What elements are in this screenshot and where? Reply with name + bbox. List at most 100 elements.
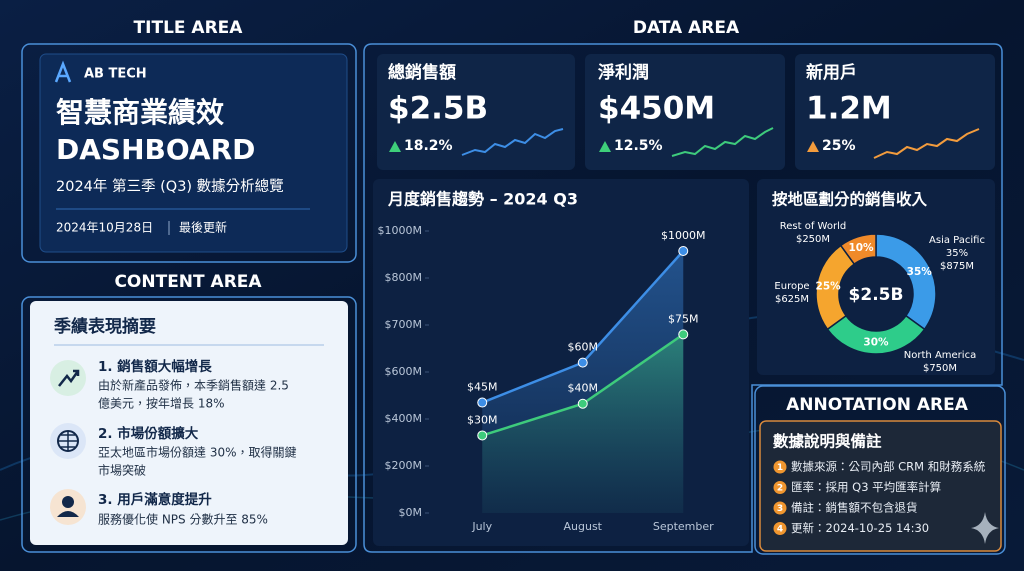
subtitle: 2024年 第三季 (Q3) 數據分析總覽 xyxy=(56,177,284,195)
item-title: 2. 市場份額擴大 xyxy=(98,425,199,442)
number: 3 xyxy=(777,504,783,514)
line-chart: $0M $200M $400M $600M $700M $800M $1000M July Au… xyxy=(378,224,715,533)
section-heading: TITLE AREA xyxy=(134,18,244,38)
logo xyxy=(54,60,72,83)
item-title: 1. 銷售額大幅增長 xyxy=(98,358,212,375)
up-arrow xyxy=(807,141,819,152)
annotation-list: 1 數據來源：公司內部 CRM 和財務系統 2 匯率：採用 Q3 平均匯率計算 3 備註：… xyxy=(773,460,986,535)
callout-label: Rest of World xyxy=(780,221,846,232)
y-tick-label: $700M xyxy=(385,318,423,331)
y-tick-label: $800M xyxy=(385,271,423,284)
title: DASHBOARD xyxy=(56,133,255,166)
point xyxy=(477,430,488,441)
number: 4 xyxy=(777,525,783,535)
callout-label: $625M xyxy=(775,294,809,305)
item-text: 亞太地區市場份額達 30%，取得關鍵 xyxy=(98,445,297,460)
annotation-text: 匯率：採用 Q3 平均匯率計算 xyxy=(791,480,941,494)
chart-title: 按地區劃分的銷售收入 xyxy=(772,190,928,209)
segment-label: 35% xyxy=(907,266,933,278)
section-heading: ANNOTATION AREA xyxy=(786,395,969,415)
up-arrow xyxy=(389,141,401,152)
point-label: $75M xyxy=(668,312,699,325)
donut-chart: 35% 30% 25% 10% $2.5B Asia Pacific 35% $875M Nor… xyxy=(774,221,985,374)
number-badge xyxy=(773,460,787,474)
sparkline xyxy=(671,127,774,157)
callout-label: $875M xyxy=(940,261,974,272)
sparkle xyxy=(971,512,999,544)
data-frame xyxy=(363,43,1003,553)
kpi-change: 25% xyxy=(822,138,856,154)
point-label: $1000M xyxy=(661,229,705,242)
callout-label: $250M xyxy=(796,234,830,245)
annotation-text: 數據來源：公司內部 CRM 和財務系統 xyxy=(791,460,986,474)
center-label: $2.5B xyxy=(849,285,904,305)
section-heading: DATA AREA xyxy=(633,18,740,38)
y-tick-label: $0M xyxy=(399,506,423,519)
point xyxy=(678,329,689,340)
sparkline xyxy=(873,128,980,159)
title-panel xyxy=(39,53,348,253)
icon-user xyxy=(57,511,79,517)
x-tick-label: August xyxy=(564,520,603,533)
point xyxy=(577,398,588,409)
segment-label: 30% xyxy=(863,337,889,349)
icon-globe xyxy=(58,431,78,451)
sparkline xyxy=(461,128,564,156)
number: 1 xyxy=(777,463,783,473)
kpi-change: 12.5% xyxy=(614,138,663,154)
point-label: $45M xyxy=(467,381,498,394)
item-text: 服務優化使 NPS 分數升至 85% xyxy=(98,512,268,527)
up-arrow xyxy=(599,141,611,152)
item-title: 3. 用戶滿意度提升 xyxy=(98,491,212,508)
icon-growth xyxy=(58,369,80,387)
annotation-panel xyxy=(759,420,1002,552)
number-badge xyxy=(773,501,787,515)
summary-title: 季績表現摘要 xyxy=(54,316,156,337)
date: 2024年10月28日 xyxy=(56,221,153,235)
kpi-label: 總銷售額 xyxy=(388,62,456,83)
donut-segment xyxy=(839,233,877,266)
point xyxy=(678,245,689,256)
kpi-label: 淨利潤 xyxy=(598,62,649,83)
item-text: 由於新產品發佈，本季銷售額達 2.5 xyxy=(98,378,289,393)
annotation-title: 數據說明與備註 xyxy=(772,432,882,451)
y-tick-label: $1000M xyxy=(378,224,422,237)
title-frame xyxy=(21,43,357,263)
number-badge xyxy=(773,481,787,494)
update-label: 最後更新 xyxy=(179,220,227,235)
segment-label: 25% xyxy=(816,280,842,292)
kpi-card xyxy=(377,54,575,170)
kpi-value: $450M xyxy=(598,91,715,127)
chart-title: 月度銷售趨勢 – 2024 Q3 xyxy=(387,190,578,209)
x-tick-label: September xyxy=(653,520,714,533)
section-heading: CONTENT AREA xyxy=(114,272,262,292)
content-panel xyxy=(30,301,348,545)
callout-label: Asia Pacific xyxy=(929,235,985,246)
point-label: $40M xyxy=(568,382,599,395)
kpi-value: 1.2M xyxy=(806,91,892,127)
brand: AB TECH xyxy=(84,67,147,82)
x-tick-label: July xyxy=(471,520,492,533)
pie-chart-panel xyxy=(757,179,995,375)
item-text: 市場突破 xyxy=(98,463,146,478)
annotation-text: 更新：2024-10-25 14:30 xyxy=(791,521,929,535)
kpi-label: 新用戶 xyxy=(806,62,857,83)
y-tick-label: $200M xyxy=(385,459,423,472)
annotation-frame xyxy=(754,385,1006,555)
callout-label: North America xyxy=(904,350,976,361)
area xyxy=(482,334,684,513)
point-label: $30M xyxy=(467,413,498,426)
point-label: $60M xyxy=(568,341,599,354)
kpi-value: $2.5B xyxy=(388,91,488,127)
content-frame xyxy=(21,296,357,553)
kpi-card xyxy=(585,54,785,170)
point xyxy=(477,397,488,408)
callout-label: 35% xyxy=(946,248,968,259)
callout-label: Europe xyxy=(774,281,809,292)
kpi-change: 18.2% xyxy=(404,138,453,154)
number: 2 xyxy=(777,484,783,494)
point xyxy=(577,357,588,368)
y-tick-label: $600M xyxy=(385,365,423,378)
callout-label: $750M xyxy=(923,363,957,374)
